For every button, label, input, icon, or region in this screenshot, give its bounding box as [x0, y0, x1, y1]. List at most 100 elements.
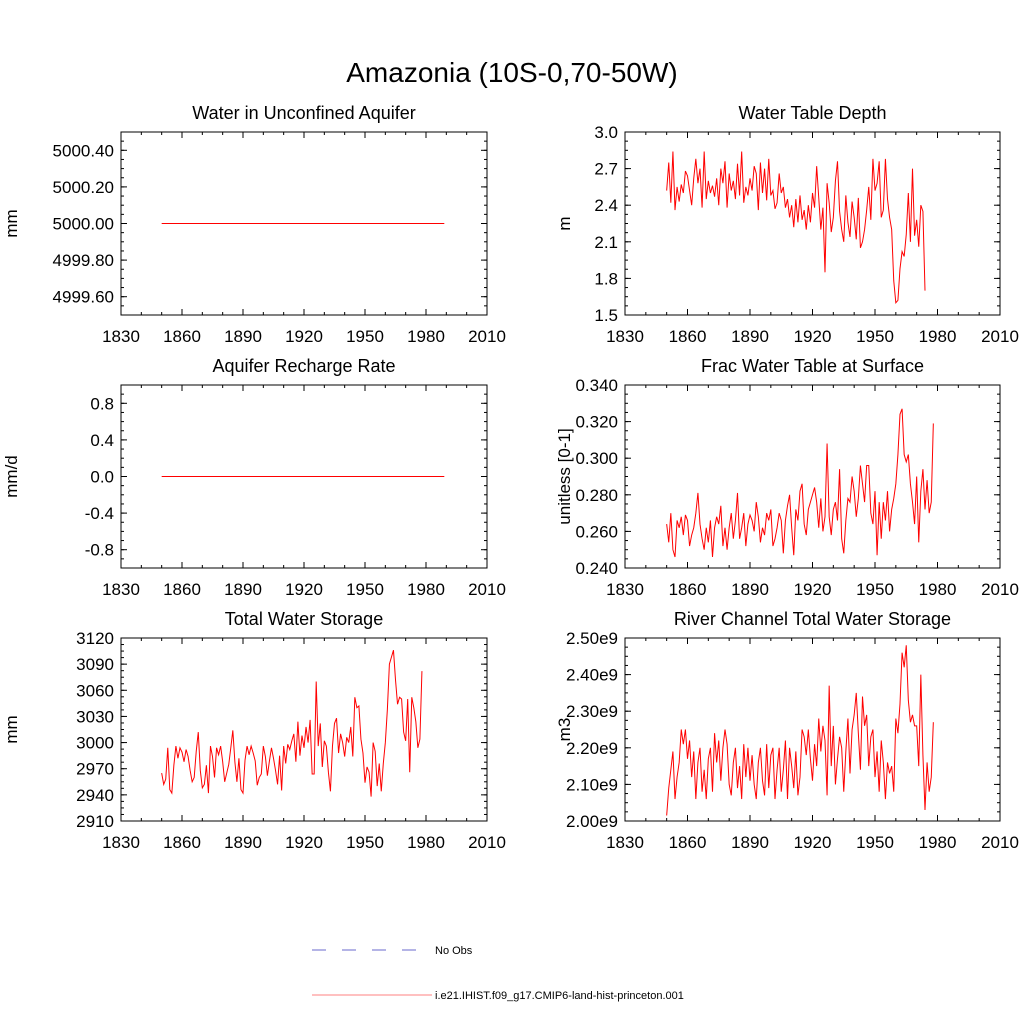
x-tick-label: 1860 [163, 327, 201, 346]
panel-5: 1830 1860 1890 1920 1950 1980 2010 2910 2940 2970… [2, 609, 506, 852]
x-tick-label: 1830 [102, 833, 140, 852]
x-tick-label: 1890 [224, 327, 262, 346]
y-tick-label: 2.30e9 [566, 702, 618, 721]
x-tick-label: 1890 [731, 580, 769, 599]
panel-4: 1830 1860 1890 1920 1950 1980 2010 0.240 0.260 0.… [555, 356, 1019, 599]
y-tick-label: 2940 [76, 786, 114, 805]
y-axis-label: mm [2, 209, 21, 237]
panel-title: Total Water Storage [225, 609, 383, 629]
y-tick-label: 2.20e9 [566, 739, 618, 758]
x-tick-label: 1950 [346, 833, 384, 852]
x-tick-label: 1830 [102, 580, 140, 599]
x-tick-label: 1860 [163, 833, 201, 852]
x-tick-label: 2010 [468, 833, 506, 852]
panel-1: 1830 1860 1890 1920 1950 1980 2010 4999.60 4999.… [2, 103, 506, 346]
y-axis-label: unitless [0-1] [555, 428, 574, 524]
y-tick-label: 3090 [76, 655, 114, 674]
x-tick-label: 2010 [981, 833, 1019, 852]
x-tick-label: 1950 [856, 580, 894, 599]
x-tick-label: 2010 [468, 327, 506, 346]
panel-6: 1830 1860 1890 1920 1950 1980 2010 2.00e9 2.10e9… [555, 609, 1019, 852]
chart-panels: 1830 1860 1890 1920 1950 1980 2010 4999.60 4999.… [2, 103, 1019, 852]
panel-title: Water in Unconfined Aquifer [192, 103, 415, 123]
y-tick-label: 0.240 [575, 559, 618, 578]
legend-label-model-run: i.e21.IHIST.f09_g17.CMIP6-land-hist-prin… [435, 990, 684, 1002]
y-tick-label: 2.40e9 [566, 666, 618, 685]
y-tick-label: 2.10e9 [566, 775, 618, 794]
x-tick-label: 1980 [407, 327, 445, 346]
y-tick-label: 4999.60 [53, 288, 114, 307]
y-tick-label: 0.8 [90, 394, 114, 413]
y-tick-label: 0.280 [575, 486, 618, 505]
y-axis-label: m [555, 216, 574, 230]
y-tick-label: 0.260 [575, 522, 618, 541]
y-tick-label: 0.4 [90, 431, 114, 450]
x-tick-label: 1860 [669, 580, 707, 599]
x-tick-label: 1830 [102, 327, 140, 346]
x-tick-label: 1860 [163, 580, 201, 599]
series-line [666, 645, 934, 816]
x-tick-label: 1980 [407, 833, 445, 852]
y-tick-label: 0.300 [575, 449, 618, 468]
y-tick-label: 2970 [76, 760, 114, 779]
x-tick-label: 1890 [224, 833, 262, 852]
y-tick-label: 2.00e9 [566, 812, 618, 831]
x-tick-label: 1890 [731, 833, 769, 852]
x-tick-label: 1920 [285, 833, 323, 852]
series-line [666, 408, 934, 558]
x-tick-label: 1980 [919, 833, 957, 852]
y-tick-label: 0.0 [90, 468, 114, 487]
y-tick-label: 5000.00 [53, 215, 114, 234]
x-tick-label: 1920 [794, 833, 832, 852]
panel-2: 1830 1860 1890 1920 1950 1980 2010 1.5 1.8 2.1 2.4… [555, 103, 1019, 346]
panel-3: 1830 1860 1890 1920 1950 1980 2010 -0.8 -0.4 0.0 0… [2, 356, 506, 599]
panel-title: Water Table Depth [738, 103, 886, 123]
y-tick-label: -0.8 [85, 541, 114, 560]
panel-title: River Channel Total Water Storage [674, 609, 951, 629]
x-tick-label: 1860 [669, 833, 707, 852]
x-tick-label: 2010 [981, 580, 1019, 599]
legend-label-no-obs: No Obs [435, 945, 473, 957]
y-tick-label: 2.4 [594, 196, 618, 215]
y-tick-label: 2.1 [594, 233, 618, 252]
x-tick-label: 1920 [794, 327, 832, 346]
y-tick-label: 3120 [76, 629, 114, 648]
x-tick-label: 1920 [285, 580, 323, 599]
x-tick-label: 2010 [981, 327, 1019, 346]
x-tick-label: 1980 [407, 580, 445, 599]
x-tick-label: 1830 [606, 580, 644, 599]
x-tick-label: 1830 [606, 327, 644, 346]
series-line [161, 650, 423, 797]
x-tick-label: 1950 [856, 833, 894, 852]
x-tick-label: 1890 [731, 327, 769, 346]
y-axis-label: mm [2, 715, 21, 743]
y-tick-label: 3.0 [594, 123, 618, 142]
x-tick-label: 1920 [285, 327, 323, 346]
y-tick-label: 5000.40 [53, 141, 114, 160]
y-tick-label: 0.320 [575, 413, 618, 432]
series-line [666, 151, 926, 305]
y-tick-label: 2.50e9 [566, 629, 618, 648]
y-tick-label: 3060 [76, 681, 114, 700]
y-tick-label: 1.8 [594, 269, 618, 288]
y-tick-label: 5000.20 [53, 178, 114, 197]
x-tick-label: 1920 [794, 580, 832, 599]
y-tick-label: 2910 [76, 812, 114, 831]
x-tick-label: 1890 [224, 580, 262, 599]
x-tick-label: 1950 [346, 580, 384, 599]
panel-title: Aquifer Recharge Rate [212, 356, 395, 376]
y-tick-label: 0.340 [575, 376, 618, 395]
y-tick-label: 3030 [76, 707, 114, 726]
plot-frame [624, 131, 1001, 316]
x-tick-label: 1950 [346, 327, 384, 346]
y-axis-label: m3 [555, 718, 574, 742]
y-tick-label: 2.7 [594, 160, 618, 179]
y-tick-label: 4999.80 [53, 251, 114, 270]
x-tick-label: 2010 [468, 580, 506, 599]
panel-title: Frac Water Table at Surface [701, 356, 924, 376]
x-tick-label: 1830 [606, 833, 644, 852]
legend: No Obs i.e21.IHIST.f09_g17.CMIP6-land-hi… [312, 945, 684, 1002]
x-tick-label: 1980 [919, 580, 957, 599]
x-tick-label: 1860 [669, 327, 707, 346]
